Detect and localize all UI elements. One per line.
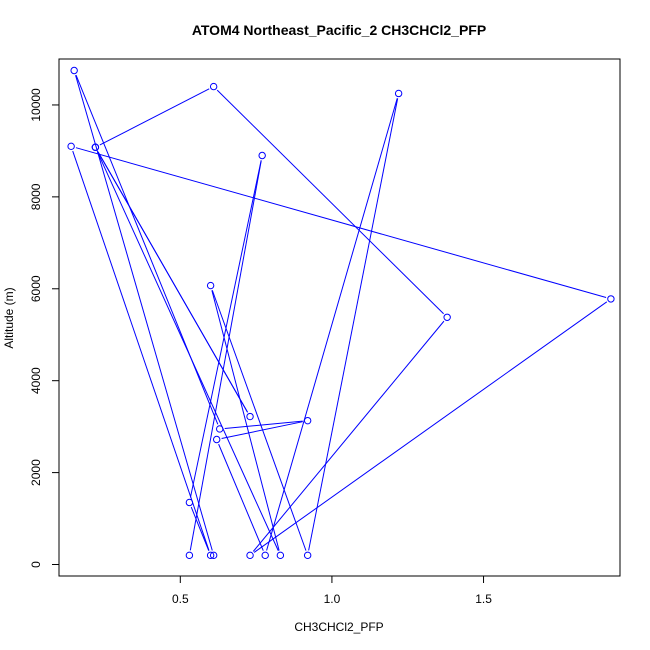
- data-point: [91, 143, 100, 151]
- y-tick-label: 10000: [29, 88, 43, 122]
- series-segment: [99, 88, 210, 146]
- series-segment: [252, 320, 445, 552]
- series-segment: [308, 98, 399, 551]
- series-segment: [216, 89, 444, 315]
- y-tick-label: 2000: [29, 459, 43, 486]
- x-axis: 0.5 1.0 1.5: [172, 575, 492, 606]
- series-segment: [211, 290, 307, 551]
- y-tick-label: 4000: [29, 367, 43, 394]
- data-point: [607, 295, 615, 303]
- series-segment: [189, 160, 262, 551]
- series-segment: [97, 151, 248, 413]
- series-segment: [75, 74, 219, 425]
- data-point: [209, 82, 218, 91]
- data-point: [258, 151, 266, 160]
- series-segment: [224, 420, 303, 429]
- series-segment: [218, 443, 264, 551]
- x-tick-label: 1.5: [475, 592, 492, 606]
- series-segment: [211, 290, 280, 551]
- data-point: [206, 281, 215, 290]
- data-point: [185, 551, 194, 560]
- y-tick-label: 0: [29, 561, 43, 568]
- y-axis-label: Altitude (m): [2, 287, 16, 348]
- series-segment: [253, 301, 608, 553]
- plot-area-border: [58, 58, 621, 577]
- chart-title: ATOM4 Northeast_Pacific_2 CH3CHCl2_PFP: [192, 22, 486, 38]
- data-point: [276, 551, 285, 560]
- data-point: [185, 498, 194, 507]
- data-series: [67, 66, 615, 560]
- data-point: [67, 142, 75, 151]
- data-point: [246, 551, 254, 560]
- y-axis: 0 2000 4000 6000 8000 10000: [29, 88, 60, 568]
- y-tick-label: 6000: [29, 275, 43, 302]
- x-axis-label: CH3CHCl2_PFP: [294, 620, 383, 634]
- x-tick-label: 0.5: [172, 592, 189, 606]
- x-tick-label: 1.0: [324, 592, 341, 606]
- data-point: [443, 313, 451, 321]
- data-point: [209, 551, 218, 560]
- data-point: [70, 66, 78, 75]
- data-point: [212, 435, 221, 444]
- series-segment: [190, 506, 210, 551]
- data-point: [303, 416, 312, 425]
- data-point: [216, 425, 224, 433]
- series-segment: [266, 98, 398, 551]
- series-segment: [75, 147, 607, 299]
- data-point: [394, 89, 403, 98]
- series-segment: [221, 421, 303, 439]
- data-point: [303, 551, 312, 560]
- series-segment: [72, 150, 210, 551]
- data-point: [246, 412, 254, 421]
- data-point: [206, 551, 215, 560]
- y-tick-label: 8000: [29, 183, 43, 210]
- series-segment: [75, 75, 213, 551]
- data-point: [261, 551, 269, 560]
